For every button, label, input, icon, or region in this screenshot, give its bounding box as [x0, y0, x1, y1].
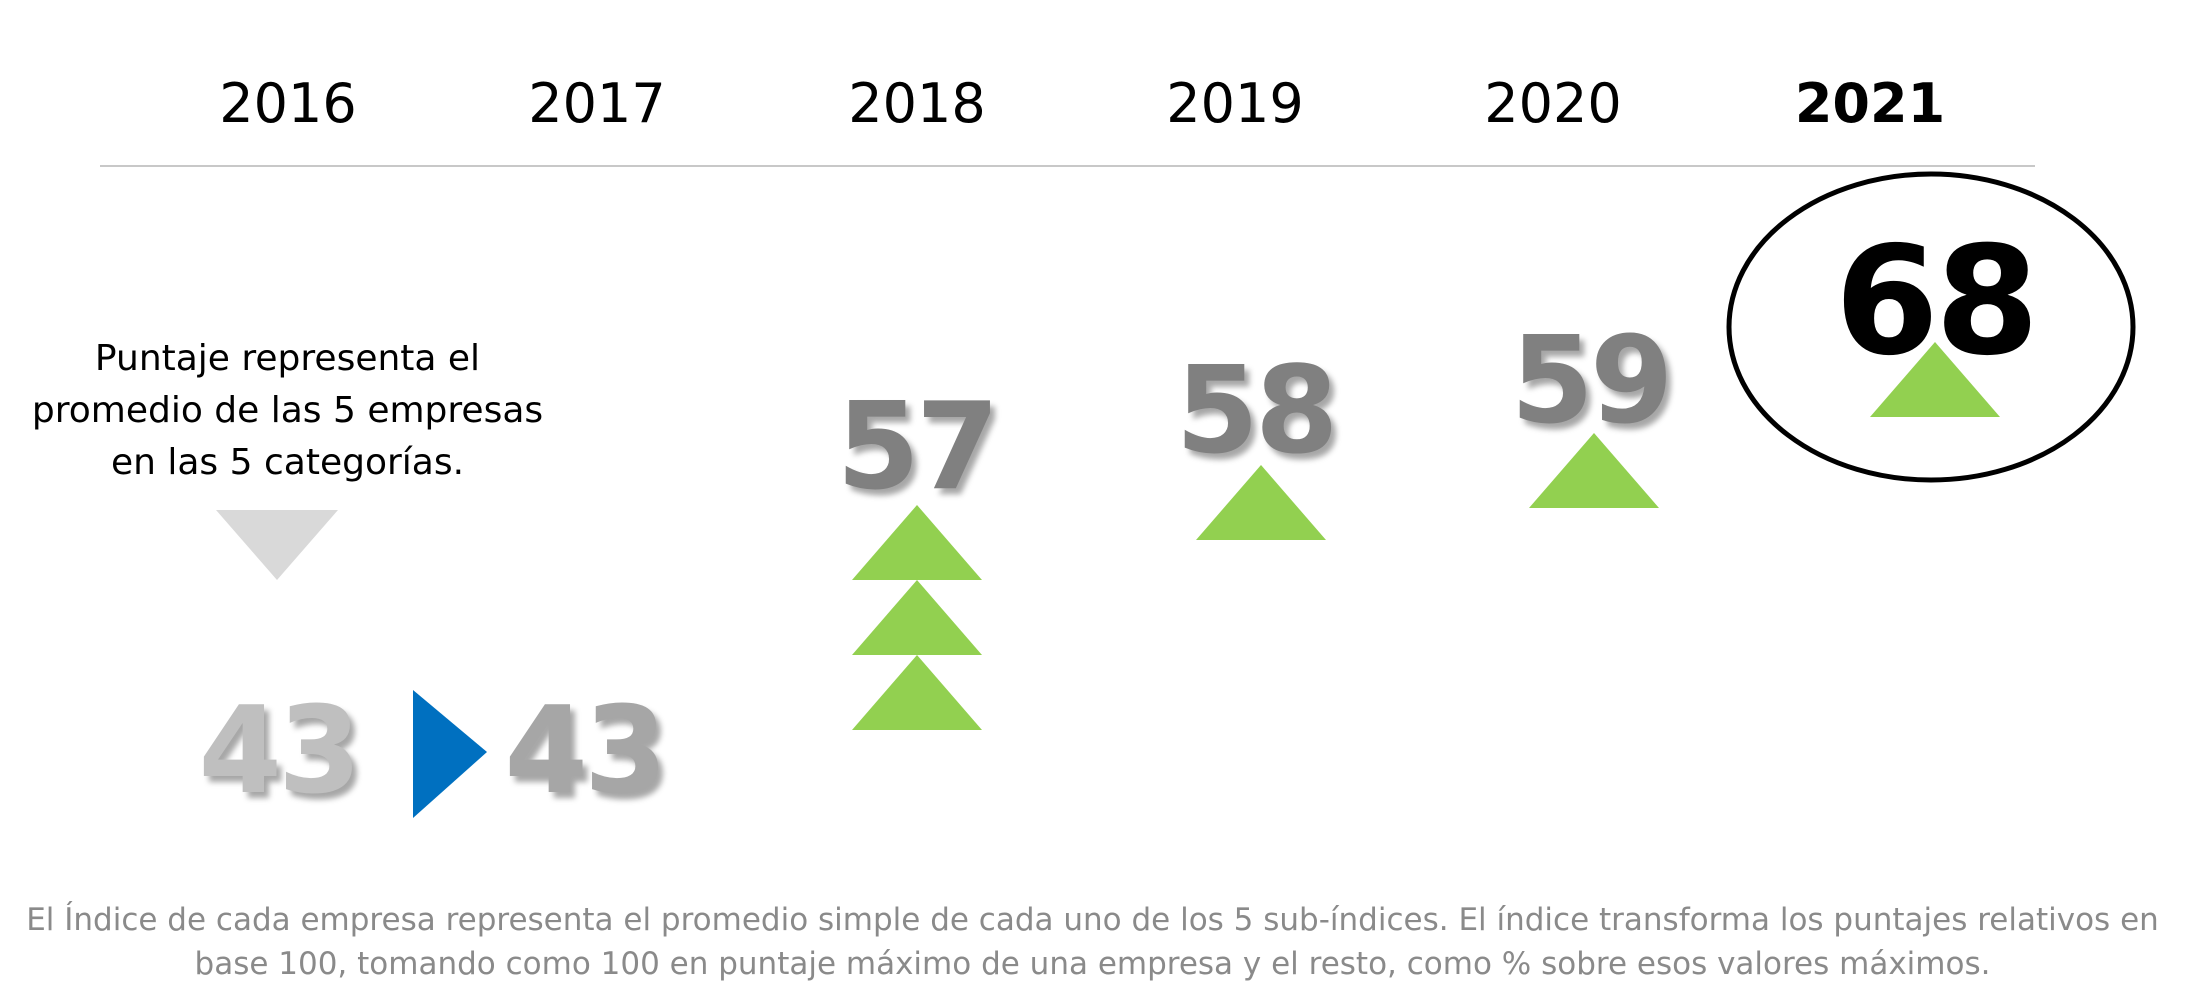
score-note: Puntaje representa el promedio de las 5 …: [20, 333, 555, 489]
year-label: 2017: [528, 72, 666, 135]
highlight-ellipse: [1726, 171, 2136, 483]
up-arrow-icon: [852, 655, 982, 730]
year-label: 2020: [1484, 72, 1622, 135]
footnote-line: El Índice de cada empresa representa el …: [26, 902, 2159, 938]
up-arrow-icon: [852, 505, 982, 580]
year-label: 2018: [848, 72, 986, 135]
down-arrow-icon: [216, 510, 338, 580]
up-arrow-icon: [1870, 342, 2000, 417]
score-value-highlighted: 68: [1834, 215, 2040, 389]
up-arrow-icon: [852, 580, 982, 655]
score-note-line: promedio de las 5 empresas: [31, 390, 544, 431]
year-label: 2016: [219, 72, 357, 135]
footnote-line: base 100, tomando como 100 en puntaje má…: [194, 946, 1991, 982]
year-label-highlighted: 2021: [1794, 72, 1946, 135]
score-note-line: Puntaje representa el: [94, 338, 481, 379]
score-value: 58: [1175, 342, 1339, 481]
score-value: 43: [504, 682, 668, 821]
header-divider: [100, 165, 2035, 167]
footnote: El Índice de cada empresa representa el …: [0, 898, 2185, 986]
score-value: 43: [198, 682, 362, 821]
score-value: 59: [1510, 312, 1674, 451]
year-label: 2019: [1166, 72, 1304, 135]
right-arrow-icon: [413, 690, 487, 818]
score-note-line: en las 5 categorías.: [110, 442, 465, 483]
up-arrow-icon: [1529, 433, 1659, 508]
score-value: 57: [836, 378, 1000, 517]
up-arrow-icon: [1196, 465, 1326, 540]
